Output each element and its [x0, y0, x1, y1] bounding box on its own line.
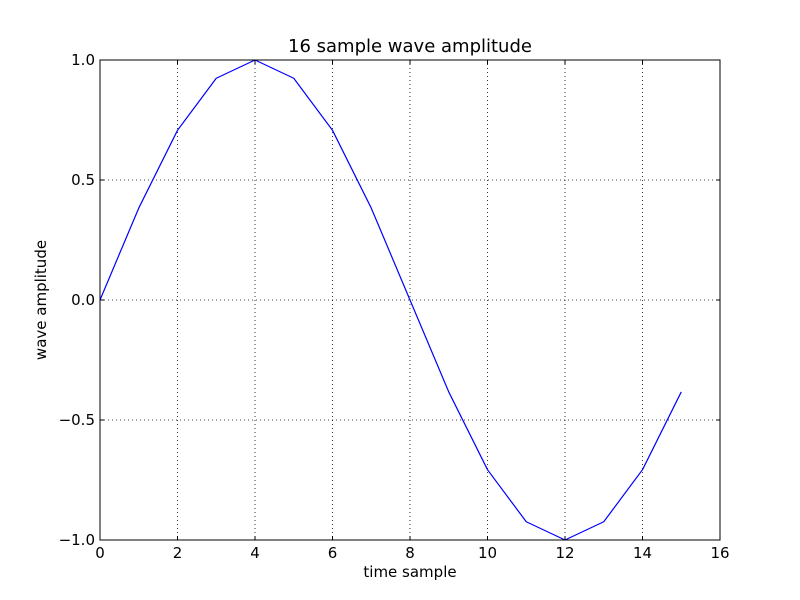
- x-tick-label: 6: [328, 544, 338, 562]
- x-tick-labels: 0 2 4 6 8 10 12 14 16: [95, 544, 729, 562]
- x-tick-label: 8: [405, 544, 415, 562]
- x-tick-label: 0: [95, 544, 105, 562]
- y-axis-label: wave amplitude: [32, 240, 50, 360]
- x-tick-label: 10: [478, 544, 497, 562]
- grid-lines: [100, 60, 720, 540]
- x-tick-label: 14: [633, 544, 652, 562]
- x-tick-label: 2: [173, 544, 183, 562]
- tick-marks: [99, 59, 721, 541]
- y-tick-labels: 1.0 0.5 0.0 −0.5 −1.0: [59, 51, 95, 549]
- series-line-0: [99, 59, 682, 541]
- y-tick-label: −0.5: [59, 411, 95, 429]
- series-layer: [99, 59, 682, 541]
- y-tick-label: 0.5: [71, 171, 95, 189]
- y-tick-label: −1.0: [59, 531, 95, 549]
- y-tick-label: 1.0: [71, 51, 95, 69]
- x-tick-label: 4: [250, 544, 260, 562]
- y-tick-label: 0.0: [71, 291, 95, 309]
- chart-title: 16 sample wave amplitude: [288, 36, 532, 57]
- x-axis-label: time sample: [363, 563, 456, 581]
- x-tick-label: 16: [710, 544, 729, 562]
- x-tick-label: 12: [555, 544, 574, 562]
